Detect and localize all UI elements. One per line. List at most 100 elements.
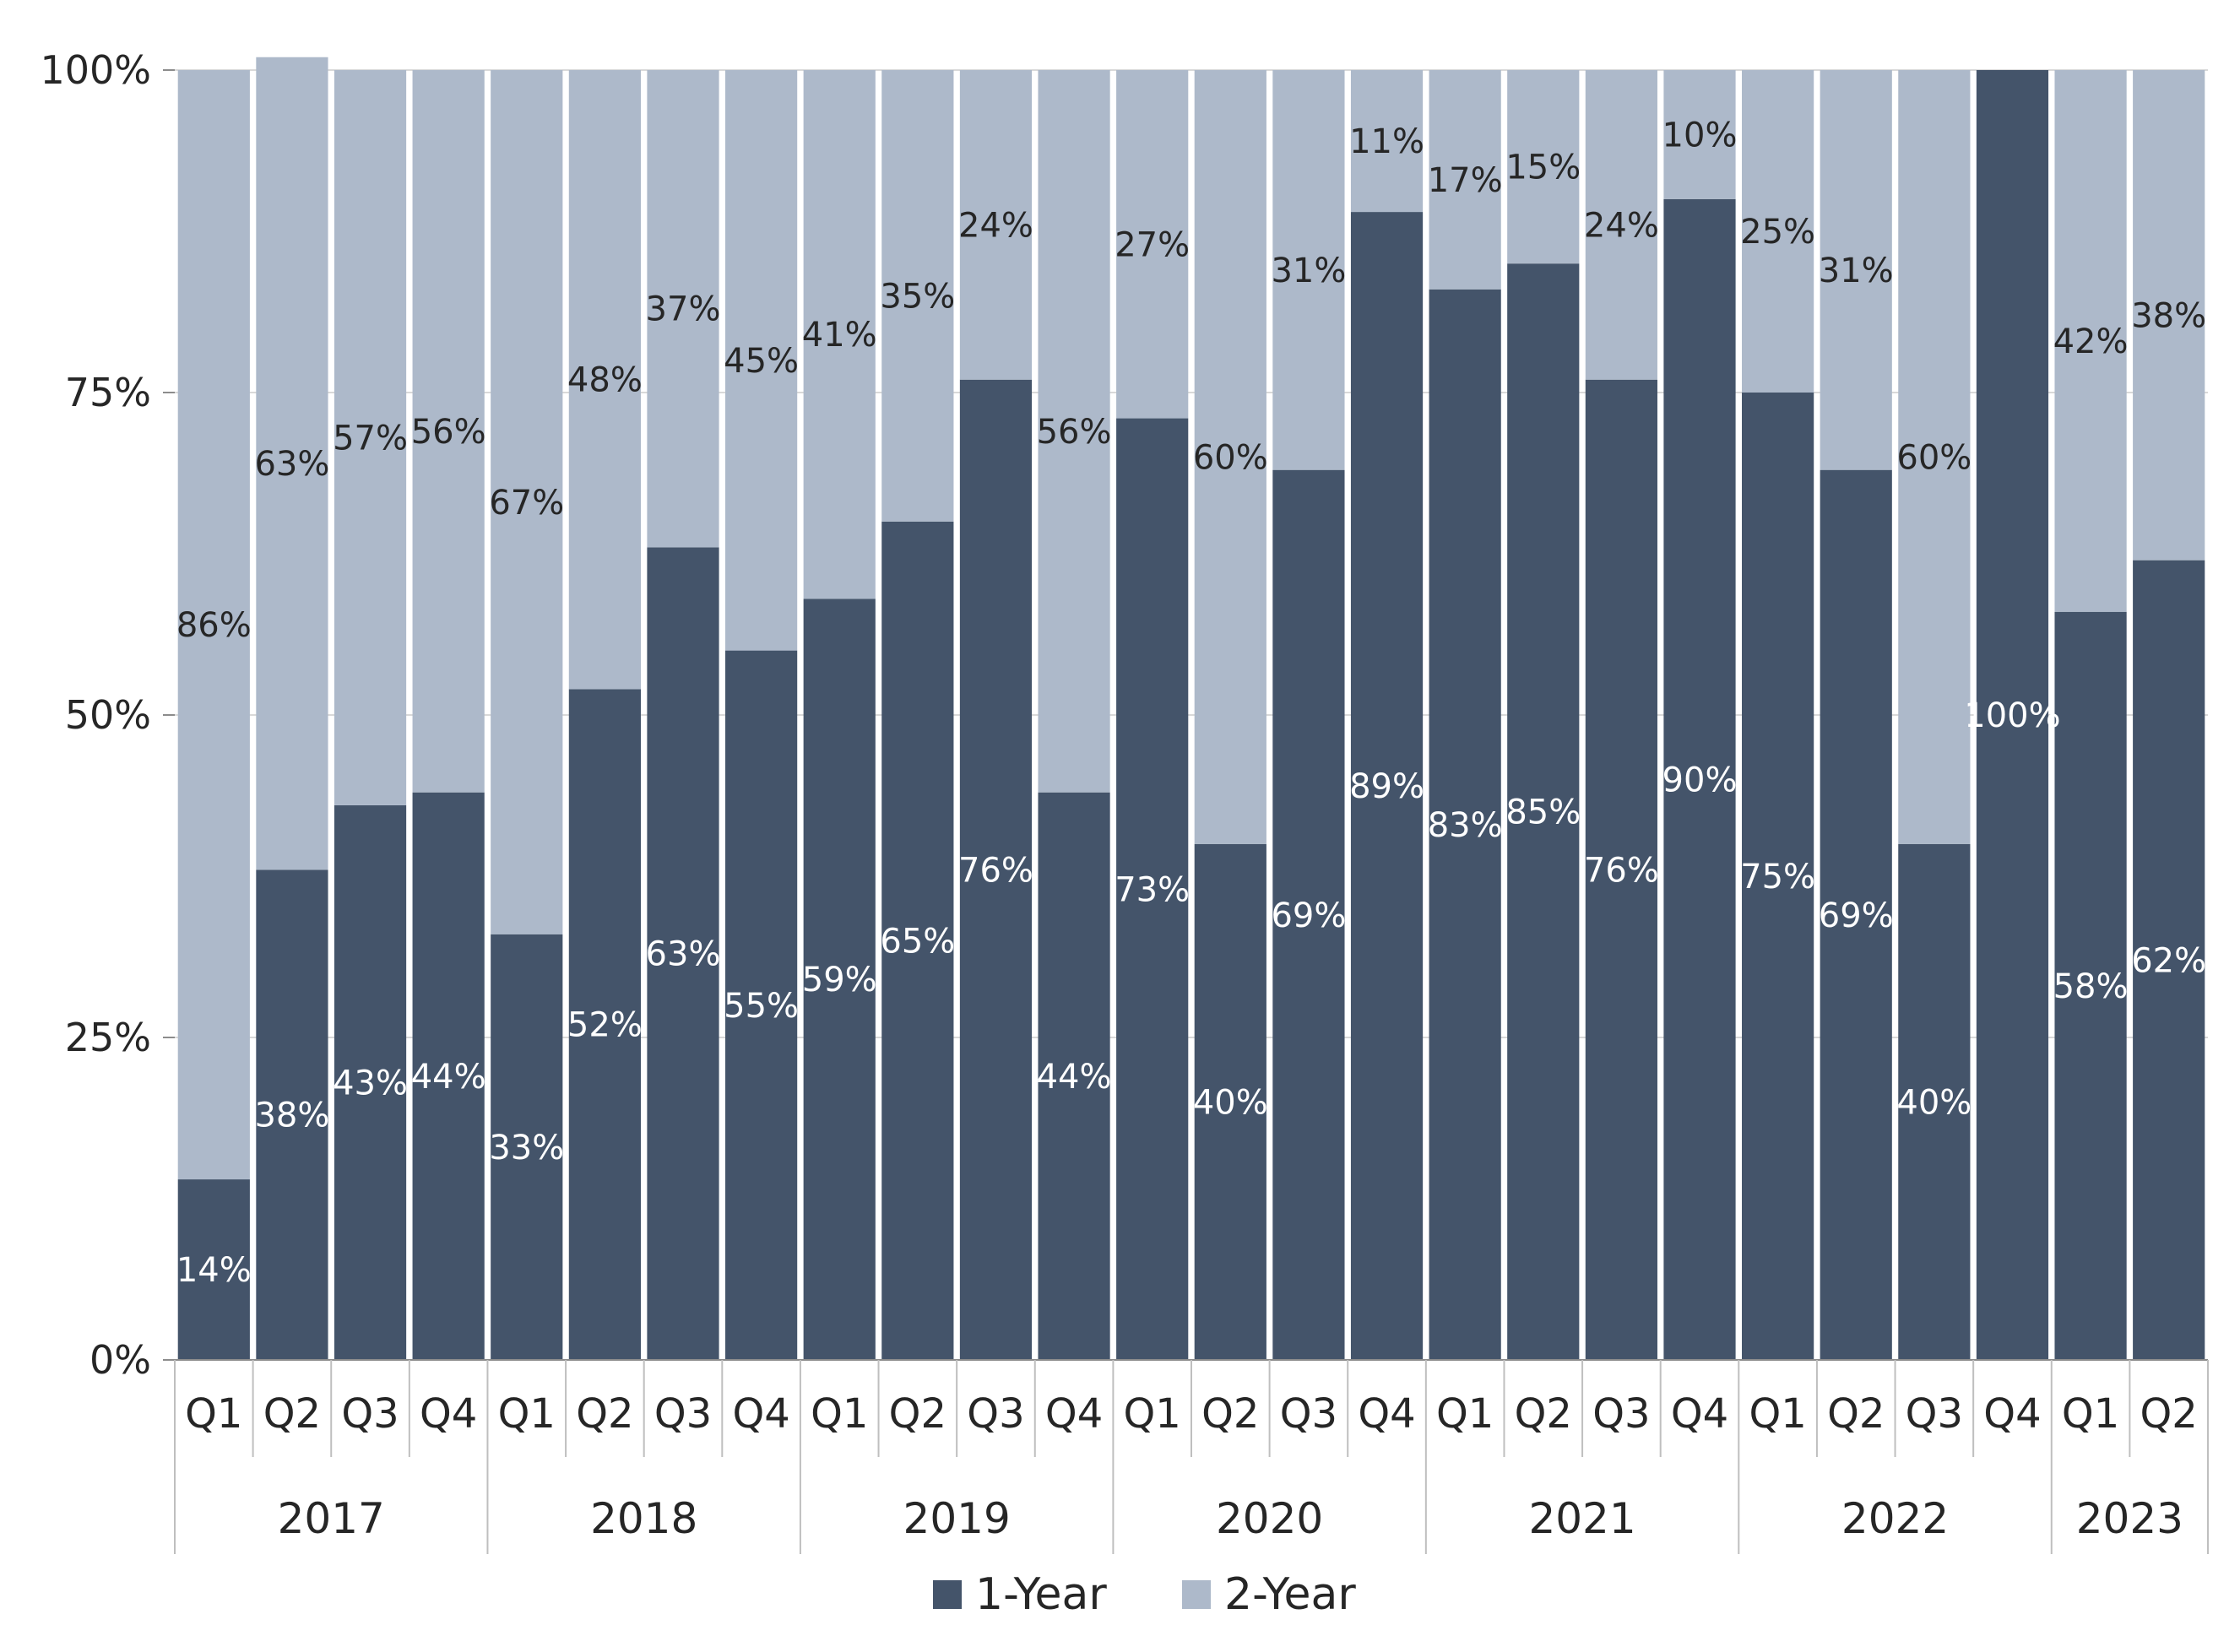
bar-segment-1-year (256, 869, 328, 1360)
data-label: 57% (333, 419, 408, 458)
data-label: 31% (1819, 252, 1894, 290)
bar-segment-2-year (1663, 70, 1736, 199)
data-label: 60% (1896, 438, 1972, 477)
data-label: 85% (1505, 794, 1581, 832)
bar-segment-1-year (803, 599, 876, 1360)
data-label: 44% (411, 1058, 486, 1097)
x-tick-label: Q4 (732, 1390, 789, 1438)
data-label: 63% (254, 445, 329, 484)
y-tick-label: 75% (65, 370, 151, 415)
x-group-label: 2023 (2076, 1494, 2183, 1543)
bar-segment-2-year (1507, 70, 1580, 264)
bar-segment-2-year (803, 70, 876, 599)
bar-segment-1-year (725, 650, 798, 1360)
y-tick-label: 0% (89, 1337, 151, 1383)
data-label: 41% (802, 316, 877, 355)
bar-segment-1-year (2054, 611, 2127, 1360)
bar-segment-2-year (1194, 70, 1266, 844)
data-label: 56% (1037, 413, 1112, 452)
bar-segment-2-year (1350, 70, 1424, 213)
x-tick-label: Q3 (654, 1390, 712, 1438)
bar-segment-1-year (334, 804, 407, 1360)
bar-segment-2-year (1116, 70, 1189, 419)
data-label: 38% (2131, 296, 2206, 335)
data-label: 83% (1428, 806, 1503, 845)
data-label: 69% (1819, 896, 1894, 935)
data-label: 45% (724, 342, 799, 381)
bar-segment-2-year (647, 70, 719, 548)
x-tick-label: Q1 (1436, 1390, 1494, 1438)
bar-segment-2-year (256, 57, 328, 870)
data-label: 58% (2053, 967, 2129, 1006)
bar-segment-1-year (647, 547, 719, 1360)
bar-segment-1-year (1350, 212, 1424, 1361)
x-tick-label: Q2 (1201, 1390, 1259, 1438)
data-label: 15% (1505, 149, 1581, 187)
data-label: 76% (1584, 851, 1659, 890)
data-label: 59% (802, 961, 877, 999)
bar-segment-1-year (2133, 560, 2205, 1360)
bar-segment-1-year (568, 689, 641, 1360)
data-label: 40% (1896, 1083, 1972, 1122)
data-label: 60% (1193, 438, 1268, 477)
x-tick-label: Q1 (1749, 1390, 1806, 1438)
x-group-label: 2020 (1216, 1494, 1323, 1543)
bar-segment-2-year (1898, 70, 1971, 844)
bar-segment-1-year (1116, 418, 1189, 1360)
data-label: 100% (1964, 696, 2060, 735)
x-axis: Q1 Q2 Q3 Q4 Q1 Q2 Q3 Q4 Q1 Q2 Q3 Q4 Q1 Q2 Q3 Q4 Q1 Q2 Q3 Q4… (174, 1359, 2209, 1554)
bar-segment-2-year (1820, 70, 1892, 470)
data-label: 75% (1740, 858, 1815, 896)
bar-segment-1-year (1820, 469, 1892, 1361)
x-tick-label: Q4 (1045, 1390, 1103, 1438)
legend-label-1-year: 1-Year (975, 1569, 1107, 1620)
bar-segment-2-year (1742, 70, 1814, 393)
data-label: 86% (176, 606, 252, 645)
data-label: 25% (1740, 213, 1815, 252)
x-tick-label: Q4 (420, 1390, 477, 1438)
data-label: 14% (176, 1251, 252, 1290)
y-tick-label: 25% (65, 1015, 151, 1060)
x-tick-label: Q3 (1906, 1390, 1963, 1438)
data-label: 40% (1193, 1083, 1268, 1122)
data-label: 56% (411, 413, 486, 452)
legend-swatch-1-year (933, 1580, 962, 1609)
bar-segment-1-year (412, 792, 485, 1360)
data-label: 52% (567, 1006, 643, 1045)
data-label: 48% (567, 361, 643, 400)
x-tick-label: Q1 (498, 1390, 556, 1438)
bar-segment-2-year (568, 70, 641, 690)
bar-segment-1-year (1742, 393, 1814, 1360)
data-label: 90% (1662, 761, 1738, 799)
bar-segment-2-year (725, 70, 798, 651)
bar-segment-2-year (412, 70, 485, 793)
y-tick-label: 100% (40, 47, 151, 93)
x-tick-label: Q2 (1827, 1390, 1885, 1438)
bar-segment-1-year (177, 1179, 250, 1360)
bar-segment-2-year (2133, 70, 2205, 561)
bar-segment-2-year (881, 70, 954, 522)
x-tick-label: Q1 (1124, 1390, 1181, 1438)
legend: 1-Year 2-Year (933, 1569, 1356, 1620)
x-tick-label: Q3 (967, 1390, 1024, 1438)
data-label: 31% (1271, 252, 1346, 290)
data-label: 89% (1349, 767, 1424, 806)
x-group-label: 2022 (1841, 1494, 1949, 1543)
data-label: 67% (489, 484, 564, 523)
data-label: 43% (333, 1064, 408, 1102)
x-tick-label: Q1 (811, 1390, 868, 1438)
bar-segment-2-year (334, 70, 407, 805)
x-group-label: 2018 (590, 1494, 697, 1543)
x-tick-label: Q3 (1592, 1390, 1650, 1438)
bar-segment-2-year (1429, 70, 1501, 290)
bar-segment-1-year (959, 379, 1033, 1361)
data-label: 69% (1271, 896, 1346, 935)
data-label: 62% (2131, 941, 2206, 980)
bar-segment-1-year (1585, 379, 1657, 1361)
data-label: 38% (254, 1097, 329, 1135)
bar-segment-1-year (1038, 792, 1110, 1360)
x-tick-label: Q3 (1280, 1390, 1337, 1438)
x-tick-label: Q2 (889, 1390, 946, 1438)
data-labels: 14% 86% 38% 63% 43% 57% 44% 56% 33% 67% 52% 48% 63% 3… (176, 116, 2206, 1290)
